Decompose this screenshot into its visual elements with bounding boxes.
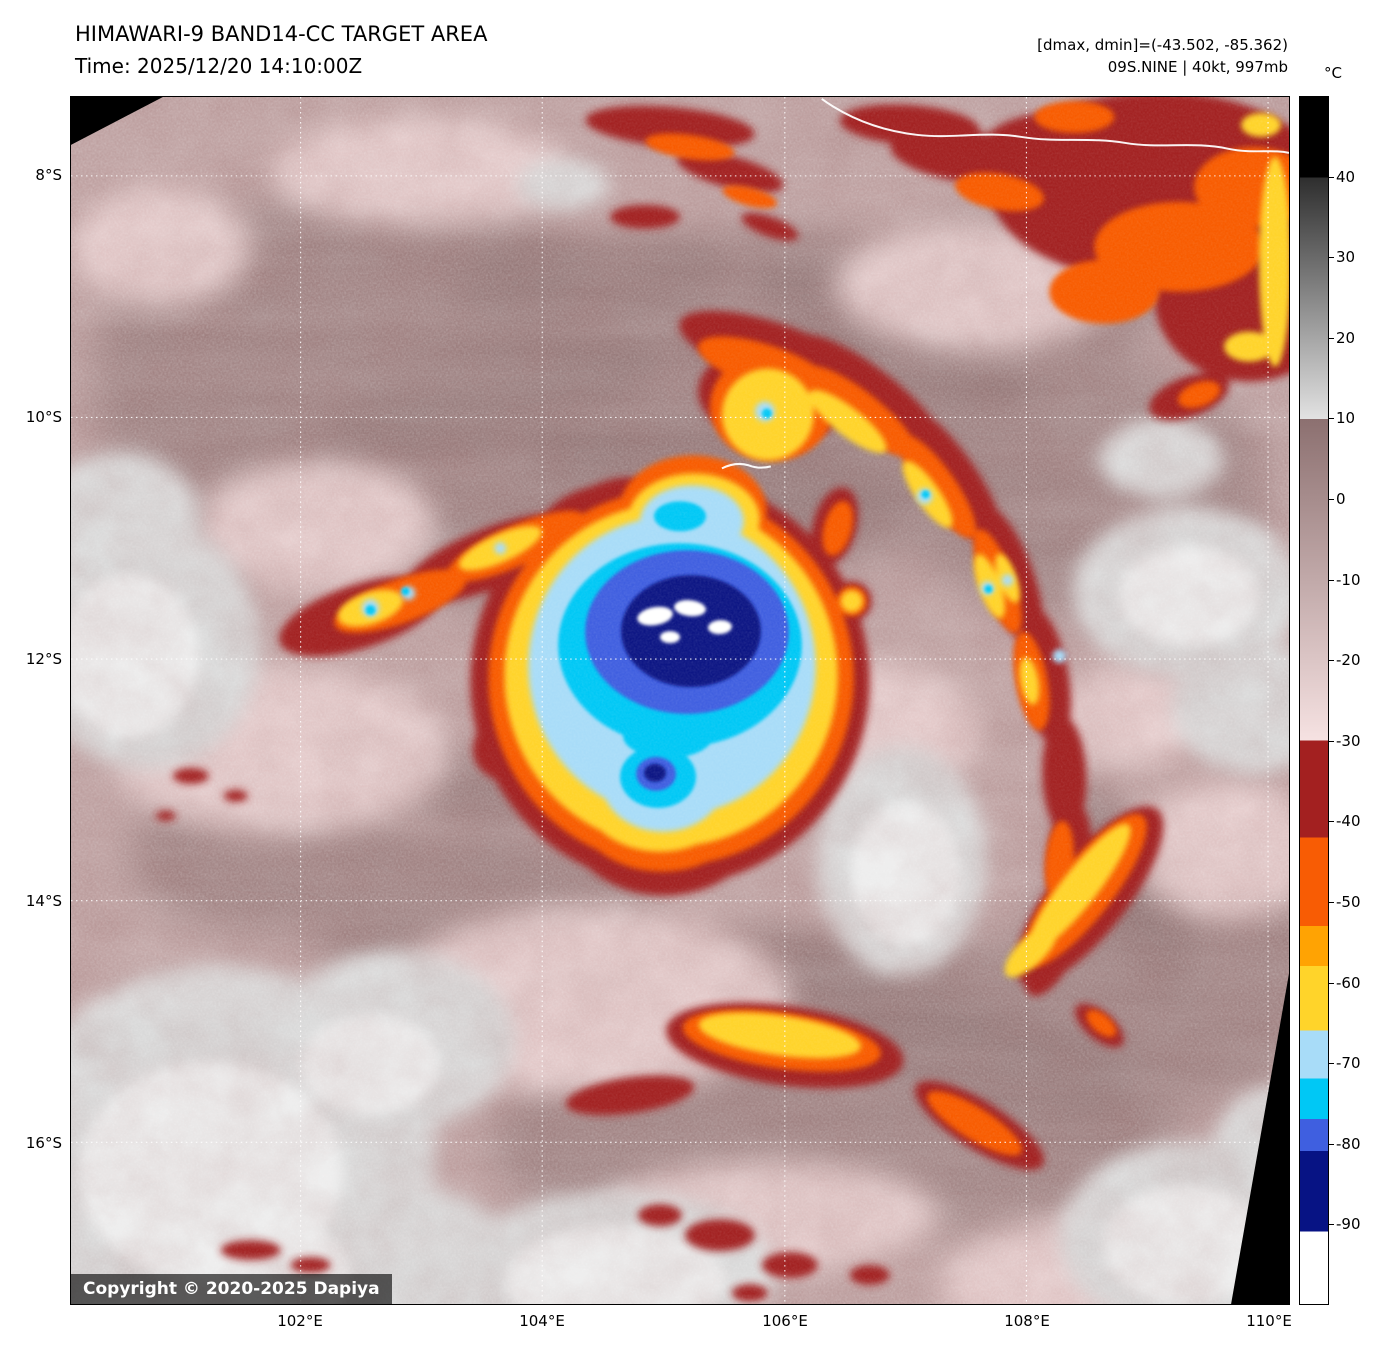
y-tick-label: 8°S (35, 166, 62, 184)
y-tick-label: 12°S (25, 650, 62, 668)
satellite-image (71, 97, 1289, 1304)
colorbar-tick-label: 10 (1328, 409, 1356, 428)
colorbar-tick-label: -10 (1329, 570, 1361, 589)
dmax-dmin-annotation: [dmax, dmin]=(-43.502, -85.362) (1037, 36, 1288, 54)
x-tick-label: 110°E (1246, 1312, 1292, 1330)
colorbar-tick-label: -70 (1329, 1054, 1361, 1073)
storm-info-annotation: 09S.NINE | 40kt, 997mb (1107, 58, 1288, 76)
colorbar-tick-label: 0 (1329, 490, 1346, 508)
colorbar-tick-label: -30 (1329, 731, 1361, 750)
colorbar-tick-label: 20 (1328, 328, 1356, 347)
x-tick-label: 102°E (277, 1312, 323, 1330)
x-tick-label: 108°E (1004, 1312, 1050, 1330)
coastline (721, 98, 1289, 470)
figure-time: Time: 2025/12/20 14:10:00Z (75, 54, 363, 78)
gridlines (71, 97, 1289, 1304)
colorbar-tick-label: -50 (1329, 893, 1361, 911)
x-tick-label: 104°E (519, 1312, 565, 1330)
colorbar-unit-label: °C (1324, 64, 1342, 82)
satellite-map: Copyright © 2020-2025 Dapiya (70, 96, 1290, 1305)
no-data-wedges (71, 97, 1289, 1304)
y-tick-label: 16°S (25, 1134, 62, 1152)
y-tick-label: 14°S (25, 892, 62, 910)
y-tick-label: 10°S (25, 408, 62, 426)
colorbar-tick-label: -90 (1329, 1215, 1361, 1234)
colorbar (1299, 96, 1329, 1305)
colorbar-tick-label: -60 (1329, 973, 1361, 992)
texture-grain-top (71, 97, 1289, 1304)
colorbar-tick-label: -40 (1329, 812, 1361, 831)
copyright-label: Copyright © 2020-2025 Dapiya (71, 1274, 392, 1304)
figure-title: HIMAWARI-9 BAND14-CC TARGET AREA (75, 22, 488, 46)
colorbar-tick-label: 30 (1328, 248, 1356, 267)
x-tick-label: 106°E (762, 1312, 808, 1330)
colorbar-tick-label: -20 (1329, 651, 1361, 670)
colorbar-tick-label: -80 (1329, 1134, 1361, 1153)
colorbar-tick-label: 40 (1328, 167, 1356, 186)
